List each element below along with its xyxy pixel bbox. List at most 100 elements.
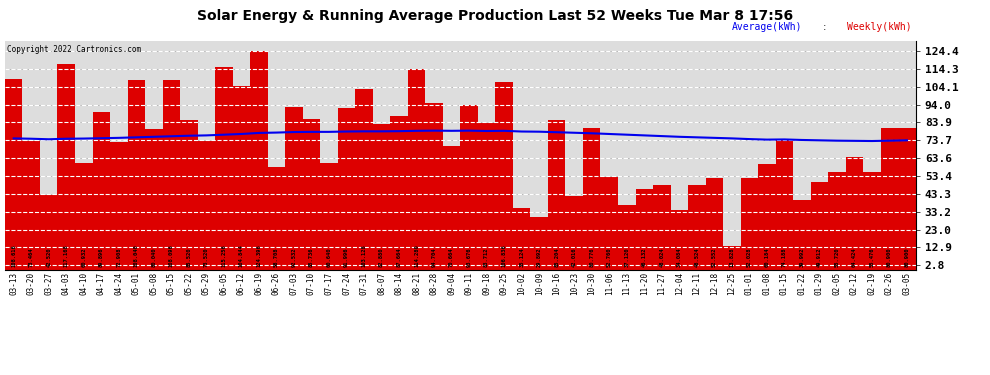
Bar	[128, 80, 146, 270]
Bar	[636, 189, 653, 270]
Text: 64.424: 64.424	[852, 248, 857, 267]
Text: 80.776: 80.776	[589, 248, 594, 267]
Text: 108.096: 108.096	[169, 244, 174, 267]
Bar	[285, 107, 303, 270]
Bar	[338, 108, 355, 270]
Bar	[618, 205, 636, 270]
Text: 13.828: 13.828	[730, 248, 735, 267]
Text: 55.476: 55.476	[869, 248, 874, 267]
Bar	[408, 69, 426, 270]
Bar	[513, 208, 531, 270]
Bar	[390, 116, 408, 270]
Text: 39.992: 39.992	[799, 248, 805, 267]
Text: 42.016: 42.016	[571, 248, 577, 267]
Text: :: :	[820, 22, 830, 32]
Bar	[443, 146, 460, 270]
Bar	[198, 141, 215, 270]
Bar	[215, 67, 233, 270]
Text: 91.996: 91.996	[344, 248, 349, 267]
Text: 60.932: 60.932	[81, 248, 86, 267]
Bar	[250, 51, 267, 270]
Bar	[670, 210, 688, 270]
Text: 58.708: 58.708	[274, 248, 279, 267]
Text: 72.908: 72.908	[116, 248, 122, 267]
Bar	[146, 129, 162, 270]
Text: 35.124: 35.124	[519, 248, 524, 267]
Bar	[180, 120, 198, 270]
Text: 103.128: 103.128	[361, 244, 366, 267]
Text: 115.256: 115.256	[222, 244, 227, 267]
Text: 55.720: 55.720	[835, 248, 840, 267]
Bar	[653, 186, 670, 270]
Bar	[355, 88, 373, 270]
Text: 80.900: 80.900	[887, 248, 892, 267]
Bar	[92, 112, 110, 270]
Text: 48.524: 48.524	[694, 248, 699, 267]
Text: 87.664: 87.664	[397, 248, 402, 267]
Text: 92.532: 92.532	[291, 248, 296, 267]
Bar	[583, 128, 601, 270]
Text: 104.844: 104.844	[239, 244, 244, 267]
Text: 108.616: 108.616	[11, 244, 16, 267]
Text: Copyright 2022 Cartronics.com: Copyright 2022 Cartronics.com	[7, 45, 141, 54]
Bar	[723, 246, 741, 270]
Text: 52.028: 52.028	[746, 248, 751, 267]
Bar	[373, 124, 390, 270]
Bar	[478, 123, 495, 270]
Bar	[57, 64, 75, 270]
Text: 85.520: 85.520	[186, 248, 191, 267]
Bar	[863, 172, 881, 270]
Bar	[898, 128, 916, 270]
Text: 80.900: 80.900	[905, 248, 910, 267]
Bar	[40, 195, 57, 270]
Text: 73.520: 73.520	[204, 248, 209, 267]
Bar	[758, 164, 775, 270]
Text: 106.836: 106.836	[502, 244, 507, 267]
Text: 29.892: 29.892	[537, 248, 542, 267]
Text: Average(kWh): Average(kWh)	[732, 22, 802, 32]
Bar	[688, 184, 706, 270]
Text: Solar Energy & Running Average Production Last 52 Weeks Tue Mar 8 17:56: Solar Energy & Running Average Productio…	[197, 9, 793, 23]
Bar	[531, 217, 547, 270]
Text: 85.204: 85.204	[554, 248, 559, 267]
Text: 124.396: 124.396	[256, 244, 261, 267]
Bar	[426, 104, 443, 270]
Text: 82.880: 82.880	[379, 248, 384, 267]
Text: 85.736: 85.736	[309, 248, 314, 267]
Bar	[775, 140, 793, 270]
Text: 49.912: 49.912	[817, 248, 822, 267]
Text: 117.168: 117.168	[63, 244, 68, 267]
Text: 74.188: 74.188	[782, 248, 787, 267]
Text: Weekly(kWh): Weekly(kWh)	[846, 22, 911, 32]
Text: 80.040: 80.040	[151, 248, 156, 267]
Text: 108.040: 108.040	[134, 244, 139, 267]
Bar	[460, 105, 478, 270]
Bar	[495, 82, 513, 270]
Text: 52.760: 52.760	[607, 248, 612, 267]
Text: 42.520: 42.520	[47, 248, 51, 267]
Text: 70.664: 70.664	[449, 248, 454, 267]
Text: 48.024: 48.024	[659, 248, 664, 267]
Bar	[75, 163, 92, 270]
Bar	[829, 172, 845, 270]
Bar	[601, 177, 618, 270]
Text: 46.132: 46.132	[642, 248, 646, 267]
Bar	[5, 79, 23, 270]
Bar	[162, 80, 180, 270]
Bar	[845, 157, 863, 270]
Bar	[881, 128, 898, 270]
Text: 93.676: 93.676	[466, 248, 471, 267]
Bar	[320, 163, 338, 270]
Text: 60.184: 60.184	[764, 248, 769, 267]
Text: 89.896: 89.896	[99, 248, 104, 267]
Bar	[23, 141, 40, 270]
Bar	[233, 86, 250, 270]
Text: 83.712: 83.712	[484, 248, 489, 267]
Bar	[793, 200, 811, 270]
Bar	[706, 177, 723, 270]
Bar	[303, 119, 320, 270]
Bar	[547, 120, 565, 270]
Bar	[565, 196, 583, 270]
Text: 114.280: 114.280	[414, 244, 419, 267]
Bar	[811, 182, 829, 270]
